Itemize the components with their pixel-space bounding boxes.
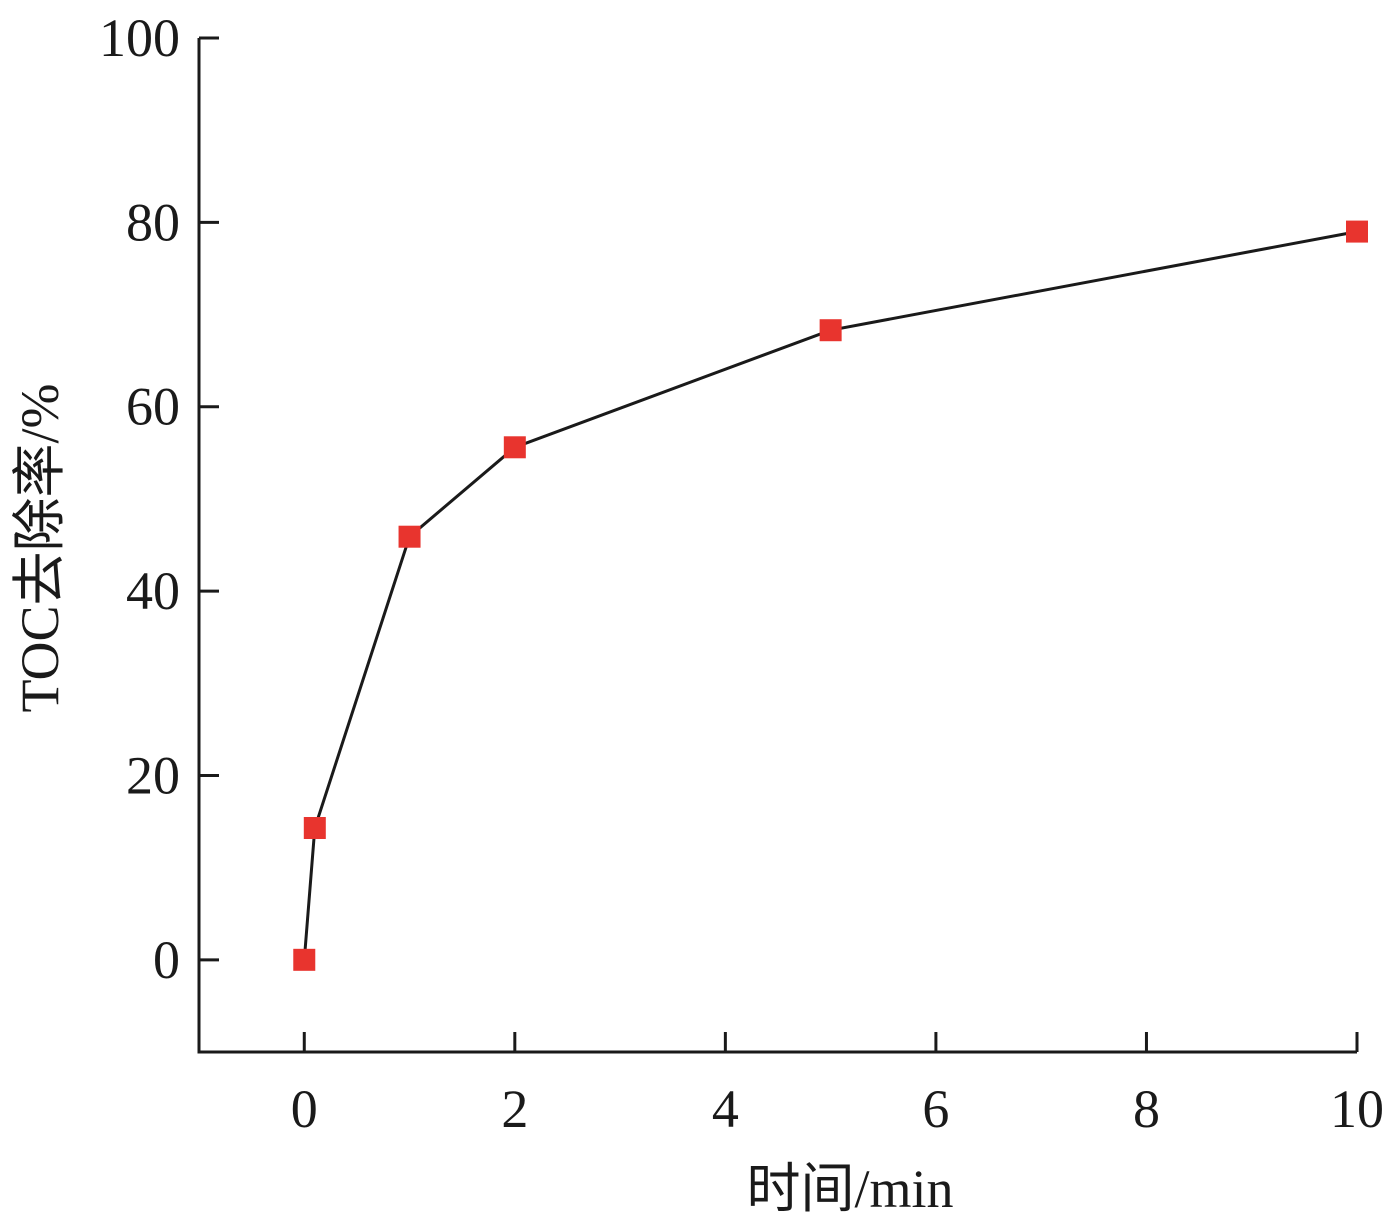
data-point [503, 436, 526, 459]
y-tick-label: 0 [153, 930, 180, 990]
data-point [293, 948, 316, 971]
x-ticks: 0 2 4 6 8 10 [291, 1032, 1384, 1139]
data-point [1346, 220, 1368, 243]
data-point [819, 319, 842, 342]
series-line [302, 230, 1358, 960]
y-tick-label: 60 [126, 377, 180, 437]
data-point [398, 525, 421, 548]
y-ticks: 0 20 40 60 80 100 [99, 8, 219, 990]
x-tick-label: 0 [291, 1079, 318, 1139]
y-tick-label: 20 [126, 745, 180, 805]
series-layer [293, 220, 1368, 971]
y-tick-label: 80 [126, 192, 180, 252]
axes [197, 38, 1357, 1054]
x-tick-label: 4 [712, 1079, 739, 1139]
data-point [303, 816, 326, 839]
y-tick-label: 40 [126, 561, 180, 621]
x-tick-label: 10 [1330, 1079, 1384, 1139]
y-axis-title: TOC去除率/% [10, 383, 70, 712]
x-axis-title: 时间/min [746, 1159, 953, 1219]
x-tick-label: 8 [1133, 1079, 1160, 1139]
y-tick-label: 100 [99, 8, 180, 68]
x-tick-label: 6 [922, 1079, 949, 1139]
x-tick-label: 2 [501, 1079, 528, 1139]
